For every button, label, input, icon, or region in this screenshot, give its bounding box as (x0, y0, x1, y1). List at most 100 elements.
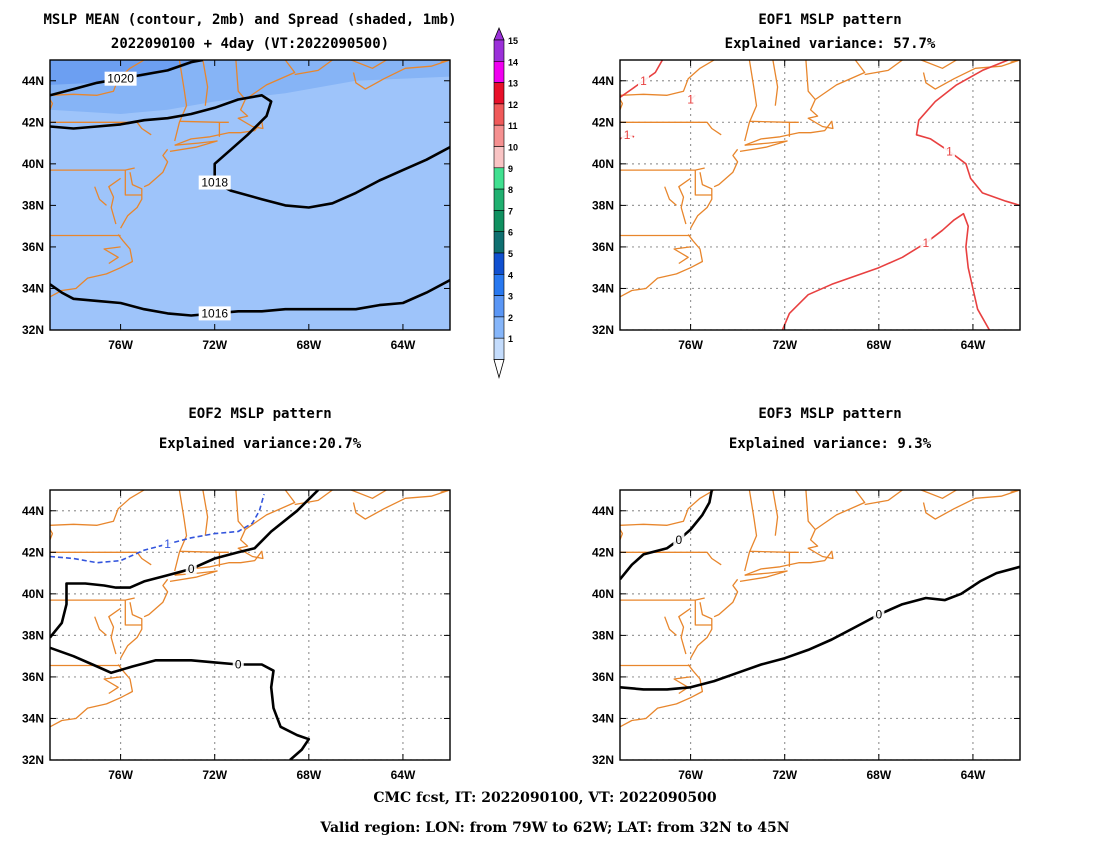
eof2-map: 1 0 0 76W 72W 68W 64W 44N 42N 40N 38N 36N 34N 32N (22, 489, 451, 782)
coastline (124, 600, 142, 626)
mean-title-line2: 2022090100 + 4day (VT:2022090500) (111, 36, 389, 52)
contour-line (781, 212, 991, 330)
lon-tick-label: 64W (961, 768, 986, 782)
lon-tick-label: 64W (391, 768, 416, 782)
coastline (294, 490, 333, 506)
colorbar-label: 13 (508, 79, 518, 89)
coastline (664, 186, 677, 206)
svg-text:1: 1 (624, 128, 631, 142)
coastline (744, 529, 834, 576)
lon-tick-label: 76W (108, 338, 133, 352)
mean-spread-map: 1020 1018 1016 76W 72W 68W 64W 44N 42N 40N 38N 36N 3… (22, 59, 451, 352)
coastline (50, 664, 134, 728)
lat-tick-label: 40N (592, 157, 614, 171)
coastline (620, 597, 705, 601)
coastline (673, 246, 691, 265)
coastline (244, 60, 296, 101)
coastline (678, 177, 691, 225)
coastline (50, 60, 145, 96)
lon-tick-label: 68W (866, 768, 891, 782)
coastline (235, 490, 246, 530)
contour-label: 1020 (104, 71, 137, 86)
colorbar-swatch (493, 82, 505, 105)
lon-tick-label: 72W (202, 338, 227, 352)
colorbar-label: 1 (508, 334, 513, 344)
coastline (694, 170, 712, 196)
colorbar-swatch (493, 210, 505, 232)
coastline (713, 148, 739, 188)
colorbar-swatch (493, 273, 505, 296)
colorbar-label: 8 (508, 185, 513, 195)
coastline (620, 664, 704, 728)
coastline (94, 616, 107, 636)
colorbar-swatch (493, 337, 505, 360)
lat-tick-label: 40N (592, 587, 614, 601)
mean-title-line1: MSLP MEAN (contour, 2mb) and Spread (sha… (43, 12, 456, 28)
coastline (739, 140, 788, 153)
lat-tick-label: 34N (592, 281, 614, 295)
coastline (103, 676, 121, 695)
coastline (50, 597, 135, 601)
contour-label: 1 (920, 235, 932, 250)
coastline (620, 167, 705, 171)
lat-tick-label: 44N (22, 74, 44, 88)
lat-tick-label: 32N (592, 753, 614, 767)
lon-tick-label: 72W (772, 768, 797, 782)
lat-tick-label: 42N (592, 545, 614, 559)
coastline (922, 60, 1020, 90)
coastline (620, 490, 715, 526)
lon-tick-label: 76W (108, 768, 133, 782)
contour-label: 1016 (198, 306, 231, 321)
lat-tick-label: 32N (592, 323, 614, 337)
svg-text:1018: 1018 (201, 176, 228, 190)
lat-tick-label: 42N (592, 115, 614, 129)
coastline (174, 529, 264, 576)
coastline (620, 234, 704, 298)
coastline (202, 60, 209, 106)
coastline (739, 570, 788, 583)
contour-line (50, 493, 265, 564)
coastline (179, 550, 229, 553)
lat-tick-label: 40N (22, 587, 44, 601)
contour-label: 1 (638, 73, 650, 88)
svg-text:1: 1 (923, 236, 930, 250)
coastline (350, 60, 387, 69)
lat-tick-label: 44N (592, 74, 614, 88)
coastline (620, 99, 624, 111)
svg-text:0: 0 (188, 562, 195, 576)
coastline (50, 99, 54, 111)
contour-label: 1 (943, 144, 955, 159)
colorbar-swatch (493, 231, 505, 254)
colorbar-bottom-arrow (493, 359, 505, 379)
coastline (922, 490, 1020, 520)
coastline (174, 60, 188, 142)
lat-tick-label: 34N (592, 711, 614, 725)
contour-line (915, 60, 1020, 207)
lat-tick-label: 42N (22, 115, 44, 129)
coastline (235, 60, 246, 100)
colorbar-swatch (493, 60, 505, 83)
coastline (50, 167, 135, 171)
lon-tick-label: 72W (202, 768, 227, 782)
colorbar-label: 7 (508, 206, 513, 216)
eof1-map: 1 1 1 1 1 76W 72W 68W 64W 44N 42N 40N 38N 36N 34N 32N (592, 59, 1021, 352)
footer-forecast-info: CMC fcst, IT: 2022090100, VT: 2022090500 (373, 790, 716, 806)
svg-text:1: 1 (946, 144, 953, 158)
contour-line (50, 646, 311, 760)
coastline (50, 490, 145, 526)
svg-text:0: 0 (675, 533, 682, 547)
contour-label: 1 (621, 128, 633, 142)
lat-tick-label: 36N (22, 670, 44, 684)
coastline (690, 602, 713, 659)
coastline (108, 607, 121, 655)
coastline (864, 490, 903, 506)
coastline (108, 177, 121, 225)
lon-tick-label: 76W (678, 768, 703, 782)
svg-text:1016: 1016 (201, 306, 228, 320)
contour-line (620, 565, 1020, 691)
colorbar-swatch (493, 39, 505, 62)
coastline (664, 616, 677, 636)
lat-tick-label: 38N (592, 628, 614, 642)
coastline (174, 490, 188, 572)
colorbar-label: 12 (508, 100, 518, 110)
